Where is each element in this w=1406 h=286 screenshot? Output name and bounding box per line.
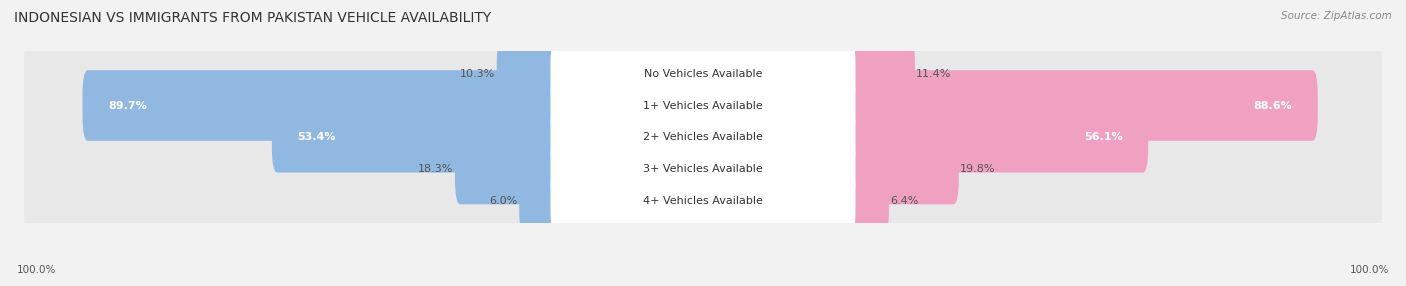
FancyBboxPatch shape [845,70,1317,141]
FancyBboxPatch shape [519,166,561,236]
FancyBboxPatch shape [83,70,561,141]
Text: 18.3%: 18.3% [419,164,454,174]
FancyBboxPatch shape [24,141,1382,197]
Text: No Vehicles Available: No Vehicles Available [644,69,762,79]
Text: 4+ Vehicles Available: 4+ Vehicles Available [643,196,763,206]
Text: Source: ZipAtlas.com: Source: ZipAtlas.com [1281,11,1392,21]
Text: 10.3%: 10.3% [460,69,495,79]
Text: 1+ Vehicles Available: 1+ Vehicles Available [643,100,763,110]
FancyBboxPatch shape [845,134,959,204]
FancyBboxPatch shape [845,102,1149,172]
FancyBboxPatch shape [271,102,561,172]
Text: 19.8%: 19.8% [960,164,995,174]
FancyBboxPatch shape [845,166,889,236]
Text: 6.4%: 6.4% [890,196,918,206]
Text: 88.6%: 88.6% [1254,100,1292,110]
FancyBboxPatch shape [456,134,561,204]
Text: INDONESIAN VS IMMIGRANTS FROM PAKISTAN VEHICLE AVAILABILITY: INDONESIAN VS IMMIGRANTS FROM PAKISTAN V… [14,11,491,25]
FancyBboxPatch shape [551,134,855,204]
Text: 53.4%: 53.4% [297,132,336,142]
Text: 3+ Vehicles Available: 3+ Vehicles Available [643,164,763,174]
Text: 56.1%: 56.1% [1084,132,1123,142]
FancyBboxPatch shape [24,109,1382,166]
FancyBboxPatch shape [551,38,855,109]
Text: 6.0%: 6.0% [489,196,517,206]
Text: 2+ Vehicles Available: 2+ Vehicles Available [643,132,763,142]
FancyBboxPatch shape [24,172,1382,229]
FancyBboxPatch shape [24,77,1382,134]
Text: 100.0%: 100.0% [1350,265,1389,275]
FancyBboxPatch shape [496,38,561,109]
FancyBboxPatch shape [845,38,915,109]
FancyBboxPatch shape [24,45,1382,102]
Text: 100.0%: 100.0% [17,265,56,275]
FancyBboxPatch shape [551,70,855,141]
Text: 89.7%: 89.7% [108,100,146,110]
FancyBboxPatch shape [551,166,855,236]
FancyBboxPatch shape [551,102,855,172]
Text: 11.4%: 11.4% [917,69,952,79]
